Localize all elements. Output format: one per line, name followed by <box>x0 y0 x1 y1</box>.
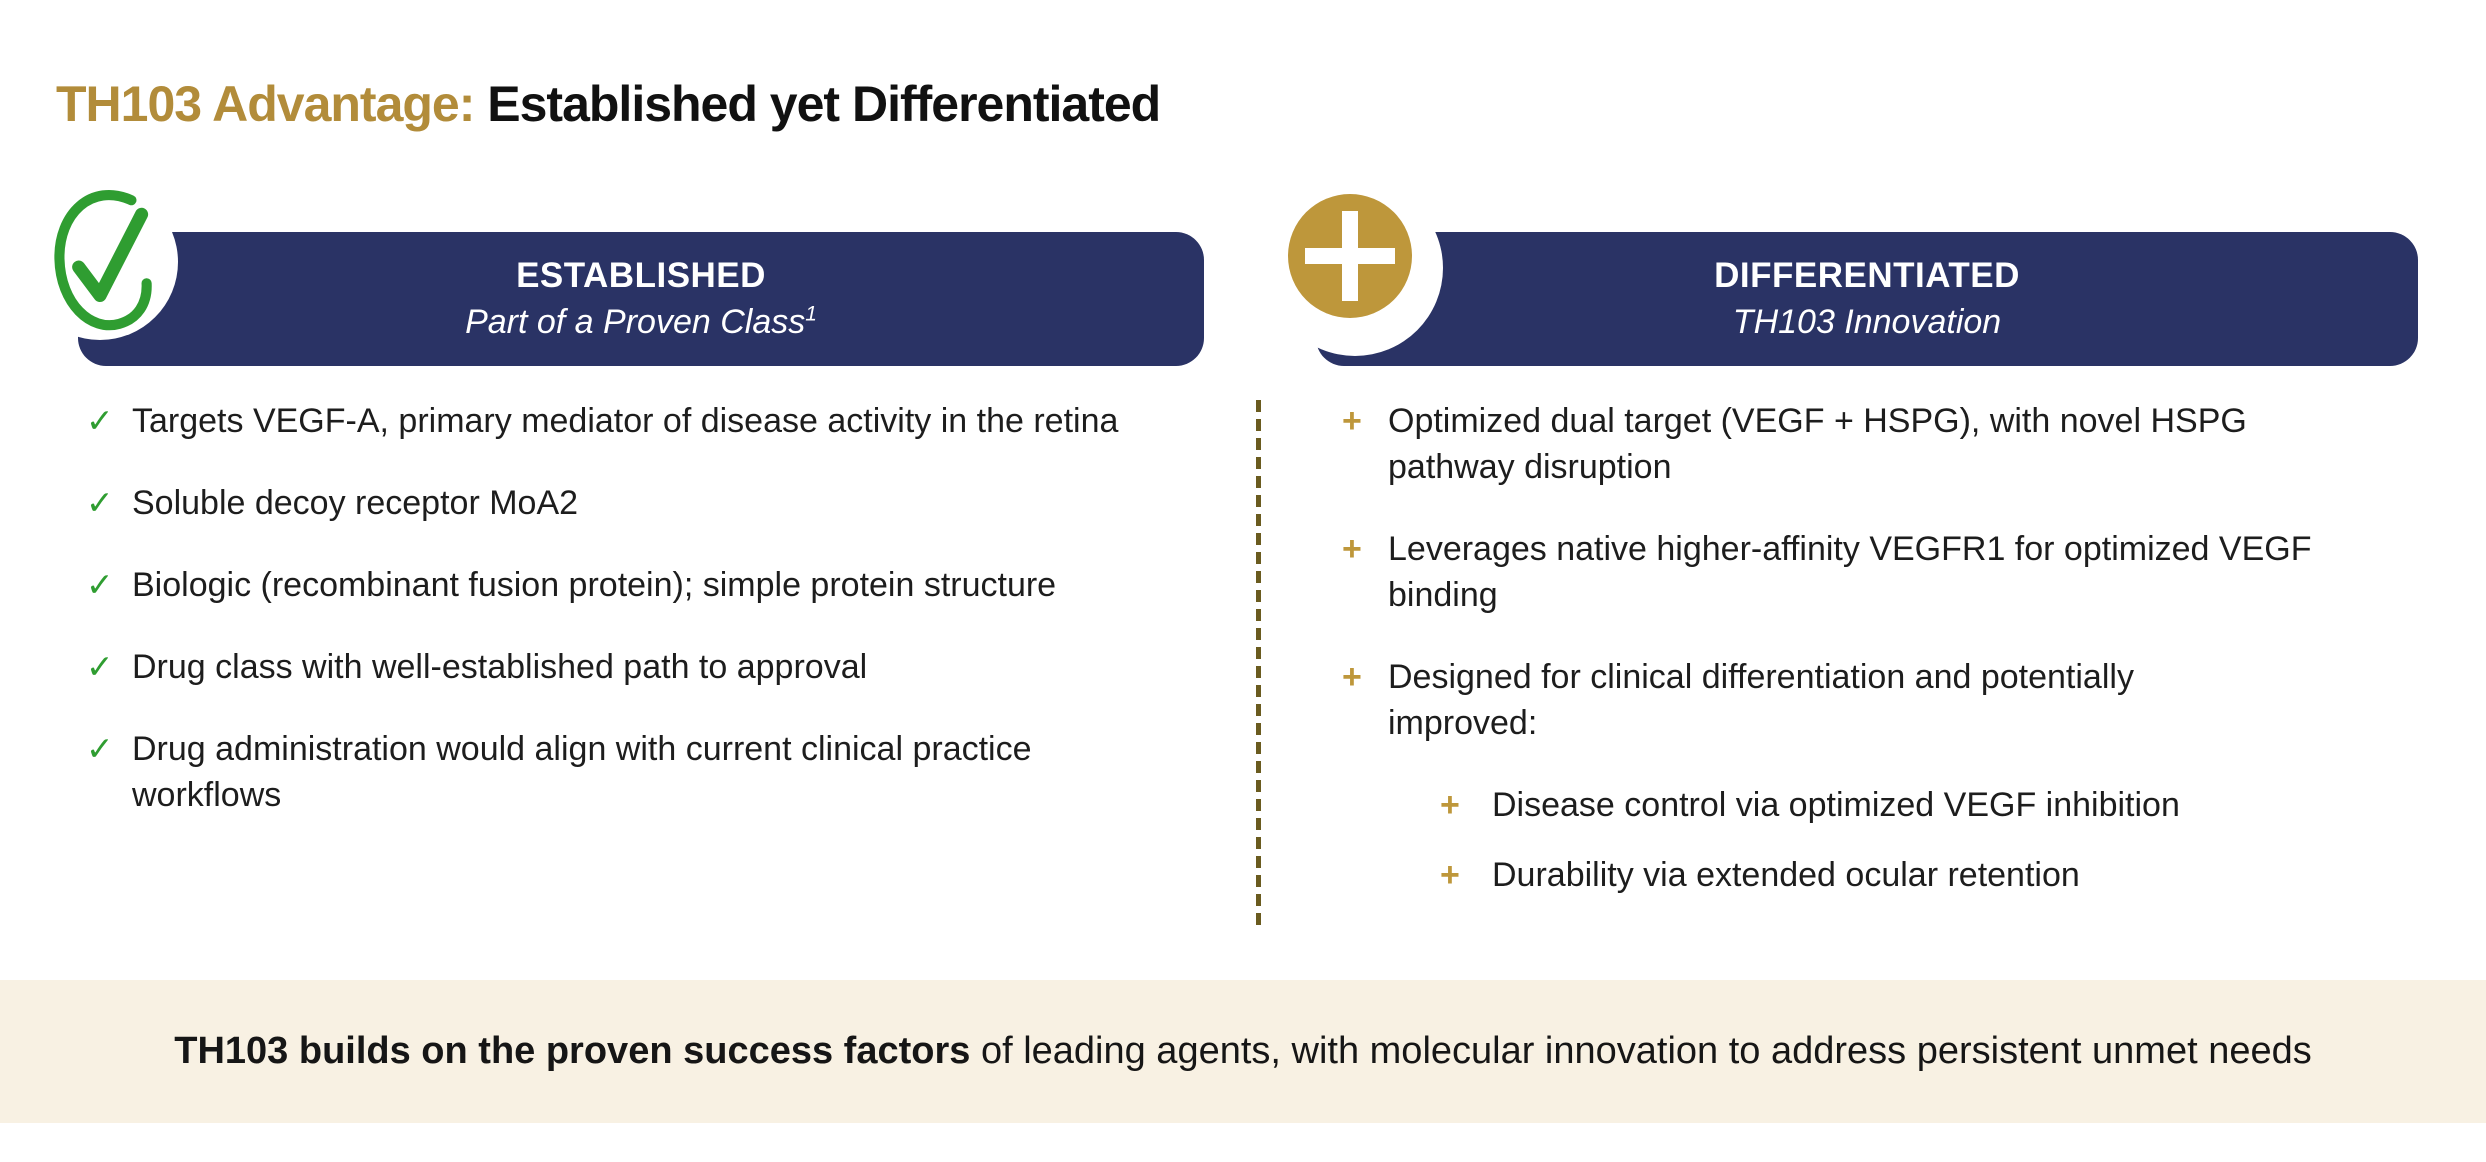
check-bullet-icon: ✓ <box>86 402 114 439</box>
check-bullet-icon: ✓ <box>86 648 114 685</box>
list-item: ✓ Soluble decoy receptor MoA2 <box>86 480 1166 526</box>
plus-bullet-icon: + <box>1342 530 1362 568</box>
differentiated-banner: DIFFERENTIATED TH103 Innovation <box>1316 232 2418 366</box>
differentiated-sub-bullet-list: + Disease control via optimized VEGF inh… <box>1440 782 2382 898</box>
check-circle-icon <box>54 190 152 331</box>
established-bullet-list: ✓ Targets VEGF-A, primary mediator of di… <box>86 398 1166 854</box>
differentiated-banner-title: DIFFERENTIATED <box>1714 256 2020 295</box>
list-item-text: Soluble decoy receptor MoA2 <box>132 484 579 522</box>
sub-list-item: + Disease control via optimized VEGF inh… <box>1440 782 2382 828</box>
check-bullet-icon: ✓ <box>86 566 114 603</box>
list-item: + Leverages native higher-affinity VEGFR… <box>1342 526 2382 618</box>
differentiated-bullet-list: + Optimized dual target (VEGF + HSPG), w… <box>1342 398 2382 922</box>
plus-bullet-icon: + <box>1342 402 1362 440</box>
takeaway-text-rest: of leading agents, with molecular innova… <box>970 1030 2312 1072</box>
plus-bullet-icon: + <box>1342 658 1362 696</box>
established-banner-subtitle: Part of a Proven Class1 <box>465 299 817 345</box>
takeaway-text: TH103 builds on the proven success facto… <box>174 1030 2312 1073</box>
established-banner-footnote-marker: 1 <box>805 302 817 326</box>
established-banner-subtitle-text: Part of a Proven Class <box>465 303 806 341</box>
check-bullet-icon: ✓ <box>86 484 114 521</box>
established-badge-notch <box>22 184 178 340</box>
page-title: TH103 Advantage: Established yet Differe… <box>56 75 1161 132</box>
list-item-text: Biologic (recombinant fusion protein); s… <box>132 566 1057 604</box>
list-item: ✓ Drug class with well-established path … <box>86 644 1166 690</box>
differentiated-banner-subtitle: TH103 Innovation <box>1732 303 2002 341</box>
column-divider <box>1256 400 1261 928</box>
established-banner: ESTABLISHED Part of a Proven Class1 <box>78 232 1204 366</box>
list-item: + Optimized dual target (VEGF + HSPG), w… <box>1342 398 2382 490</box>
takeaway-banner: TH103 builds on the proven success facto… <box>0 980 2486 1123</box>
check-bullet-icon: ✓ <box>86 730 114 767</box>
takeaway-text-bold: TH103 builds on the proven success facto… <box>174 1030 971 1072</box>
plus-circle-icon <box>1288 194 1412 318</box>
list-item-text: Drug administration would align with cur… <box>132 730 1032 814</box>
sub-list-item-text: Disease control via optimized VEGF inhib… <box>1492 786 2180 824</box>
list-item: ✓ Biologic (recombinant fusion protein);… <box>86 562 1166 608</box>
list-item-text: Drug class with well-established path to… <box>132 648 868 686</box>
plus-bullet-icon: + <box>1440 786 1460 824</box>
list-item: ✓ Drug administration would align with c… <box>86 726 1166 818</box>
sub-list-item: + Durability via extended ocular retenti… <box>1440 852 2382 898</box>
page-title-rest: Established yet Differentiated <box>474 75 1161 132</box>
established-banner-title: ESTABLISHED <box>516 256 766 295</box>
list-item-text: Leverages native higher-affinity VEGFR1 … <box>1388 530 2312 614</box>
page-title-highlight: TH103 Advantage: <box>56 75 475 132</box>
sub-list-item-text: Durability via extended ocular retention <box>1492 856 2080 894</box>
list-item: + Designed for clinical differentiation … <box>1342 654 2382 746</box>
plus-bullet-icon: + <box>1440 856 1460 894</box>
list-item-text: Targets VEGF-A, primary mediator of dise… <box>132 402 1119 440</box>
list-item: ✓ Targets VEGF-A, primary mediator of di… <box>86 398 1166 444</box>
list-item-text: Designed for clinical differentiation an… <box>1388 658 2134 742</box>
list-item-text: Optimized dual target (VEGF + HSPG), wit… <box>1388 402 2247 486</box>
